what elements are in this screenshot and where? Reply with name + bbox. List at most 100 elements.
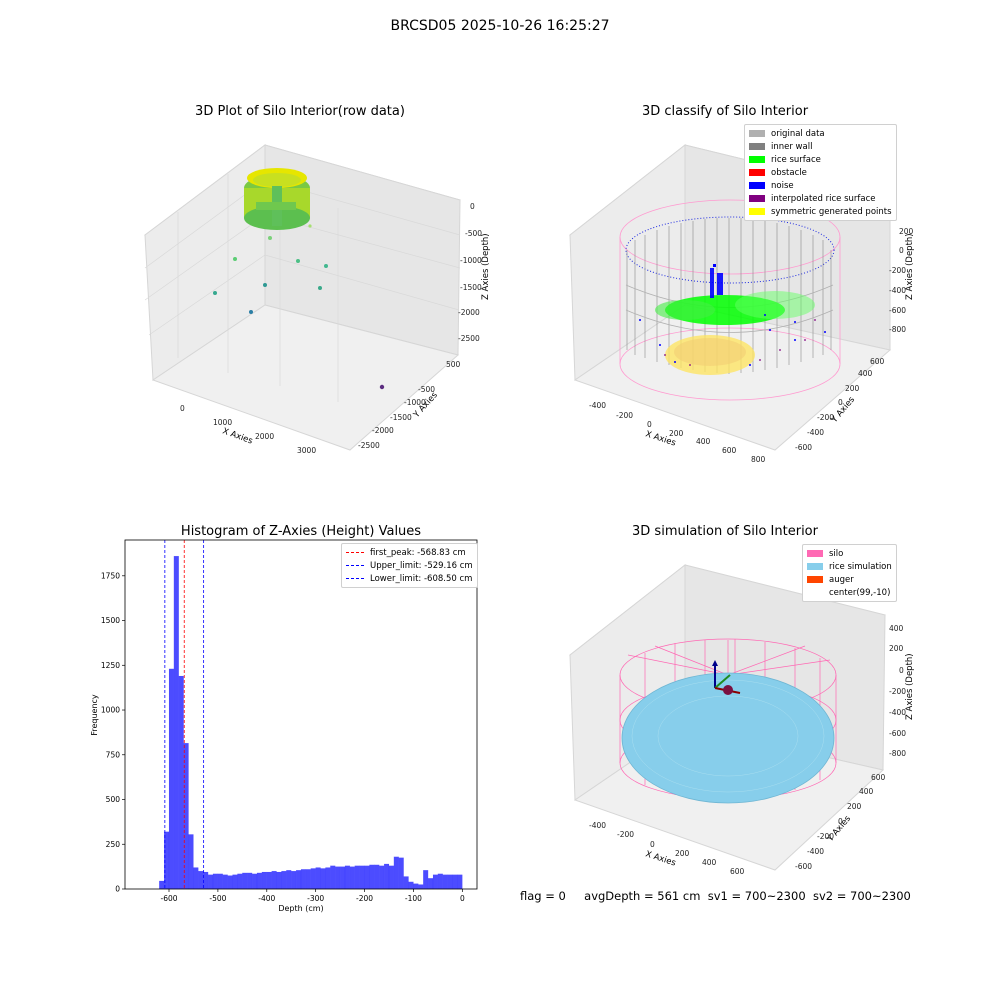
histogram-bar [188, 834, 194, 890]
histogram-legend-entry: first_peak: -568.83 cm [346, 546, 473, 559]
histogram-reference-lines [164, 540, 205, 889]
simulation-ztick: 400 [889, 624, 904, 633]
histogram-bar [408, 881, 414, 890]
histogram-bar [178, 675, 184, 890]
raw-ztick: -1500 [460, 283, 482, 292]
simulation-3d-plot: -400 -200 0 200 400 600 600 400 200 0 -2… [568, 563, 915, 876]
histogram-ytick-label: 1250 [101, 661, 120, 670]
status-avg-depth: avgDepth = 561 cm [584, 889, 701, 903]
classify-legend-entry: noise [749, 179, 892, 192]
histogram-bar [261, 871, 267, 890]
histogram-bar [295, 870, 302, 890]
simulation-xtick: 400 [702, 858, 717, 867]
histogram-bar [286, 870, 292, 890]
classify-ytick: 400 [858, 369, 873, 378]
simulation-ytick: 200 [847, 802, 862, 811]
classify-ytick: 200 [845, 384, 860, 393]
histogram-bar [212, 873, 219, 890]
swatch-icon [749, 182, 765, 189]
histogram-bar [359, 865, 365, 890]
simulation-legend-label: auger [829, 574, 854, 585]
classify-plot-title: 3D classify of Silo Interior [641, 104, 809, 119]
histogram-legend-label: first_peak: -568.83 cm [370, 547, 466, 558]
histogram-bar [330, 865, 336, 890]
histogram-bar [388, 865, 395, 890]
histogram-bar [364, 865, 370, 890]
histogram-ytick-label: 1000 [101, 706, 120, 715]
histogram-frame [124, 539, 478, 890]
raw-xtick: 3000 [297, 446, 316, 455]
histogram-bar [168, 668, 175, 890]
simulation-legend-entry: silo [807, 547, 892, 560]
raw-ztick: 0 [470, 202, 475, 211]
histogram-bar [349, 866, 355, 890]
simulation-legend-label: rice simulation [829, 561, 892, 572]
histogram-bar [398, 857, 404, 890]
histogram-ytick-label: 1750 [101, 571, 120, 580]
histogram-xtick-label: -400 [258, 894, 275, 903]
simulation-xtick: 600 [730, 867, 745, 876]
histogram-bar [251, 873, 258, 890]
histogram-bar [418, 884, 424, 890]
classify-legend-entry: interpolated rice surface [749, 192, 892, 205]
histogram-xtick-label: 0 [460, 894, 465, 903]
classify-rice-surface [655, 291, 815, 325]
histogram-xtick-label: -200 [356, 894, 373, 903]
histogram-ytick-label: 250 [106, 840, 121, 849]
swatch-icon [749, 156, 765, 163]
raw-ytick: -2000 [372, 426, 394, 435]
raw-outlier-points [213, 224, 385, 390]
raw-plot-title: 3D Plot of Silo Interior(row data) [195, 104, 405, 119]
classify-legend-label: noise [771, 180, 794, 191]
histogram-bar [222, 874, 228, 890]
classify-ytick: -400 [807, 428, 824, 437]
raw-ytick: -2500 [358, 441, 380, 450]
simulation-auger-center [712, 660, 741, 695]
histogram-bar [193, 867, 199, 890]
histogram-bar [291, 870, 297, 890]
simulation-legend-entry: rice simulation [807, 560, 892, 573]
simulation-zlabel: Z Axies (Depth) [905, 653, 915, 720]
histogram-bar [432, 874, 439, 890]
simulation-xtick: -400 [589, 821, 606, 830]
classify-ytick: -600 [795, 443, 812, 452]
histogram-bar [247, 872, 253, 890]
histogram-xtick-label: -100 [405, 894, 422, 903]
classify-noise-points [639, 264, 826, 366]
raw-ytick: -500 [418, 385, 435, 394]
dashed-line-icon [346, 565, 364, 566]
histogram-ytick-label: 0 [115, 885, 120, 894]
classify-ztick: -400 [889, 286, 906, 295]
figure-suptitle: BRCSD05 2025-10-26 16:25:27 [390, 18, 610, 34]
raw-ztick: -2000 [458, 308, 480, 317]
simulation-xtick: -200 [617, 830, 634, 839]
dashed-line-icon [346, 578, 364, 579]
classify-xtick: 0 [647, 420, 652, 429]
simulation-legend: silo rice simulation auger center(99,-10… [802, 544, 897, 602]
raw-ztick: -1000 [460, 256, 482, 265]
swatch-icon [749, 208, 765, 215]
raw-xlabel: X Axies [221, 426, 254, 446]
raw-xtick: 0 [180, 404, 185, 413]
histogram-legend-label: Lower_limit: -608.50 cm [370, 573, 473, 584]
classify-legend-label: interpolated rice surface [771, 193, 876, 204]
histogram-plot: -600 -500 -400 -300 -200 -100 0 0 250 500 750 1000… [90, 539, 478, 913]
classify-ytick: 0 [838, 398, 843, 407]
histogram-bar [452, 874, 458, 890]
simulation-ztick: -800 [889, 749, 906, 758]
histogram-bar [227, 875, 233, 890]
histogram-legend-label: Upper_limit: -529.16 cm [370, 560, 473, 571]
histogram-legend-entry: Lower_limit: -608.50 cm [346, 572, 473, 585]
histogram-bar [339, 866, 346, 890]
histogram-bar [242, 872, 248, 890]
classify-ztick: 200 [899, 227, 914, 236]
status-line: flag = 0 avgDepth = 561 cm sv1 = 700~230… [520, 889, 911, 903]
raw-silo-cloud [244, 168, 310, 230]
histogram-ylabel: Frequency [90, 694, 99, 736]
histogram-bars [159, 555, 463, 890]
status-flag: flag = 0 [520, 889, 566, 903]
classify-ztick: -800 [889, 325, 906, 334]
raw-xtick: 1000 [213, 418, 232, 427]
histogram-bar [320, 868, 326, 890]
classify-xtick: -200 [616, 411, 633, 420]
